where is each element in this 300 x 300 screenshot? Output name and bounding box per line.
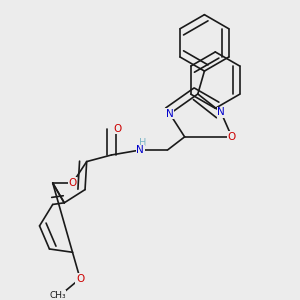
Text: N: N (166, 109, 174, 119)
Text: O: O (76, 274, 84, 284)
Text: O: O (228, 132, 236, 142)
Text: CH₃: CH₃ (49, 291, 66, 300)
Text: O: O (114, 124, 122, 134)
Text: O: O (68, 178, 76, 188)
Text: N: N (217, 107, 225, 117)
Text: H: H (140, 138, 147, 148)
Text: N: N (136, 145, 144, 155)
